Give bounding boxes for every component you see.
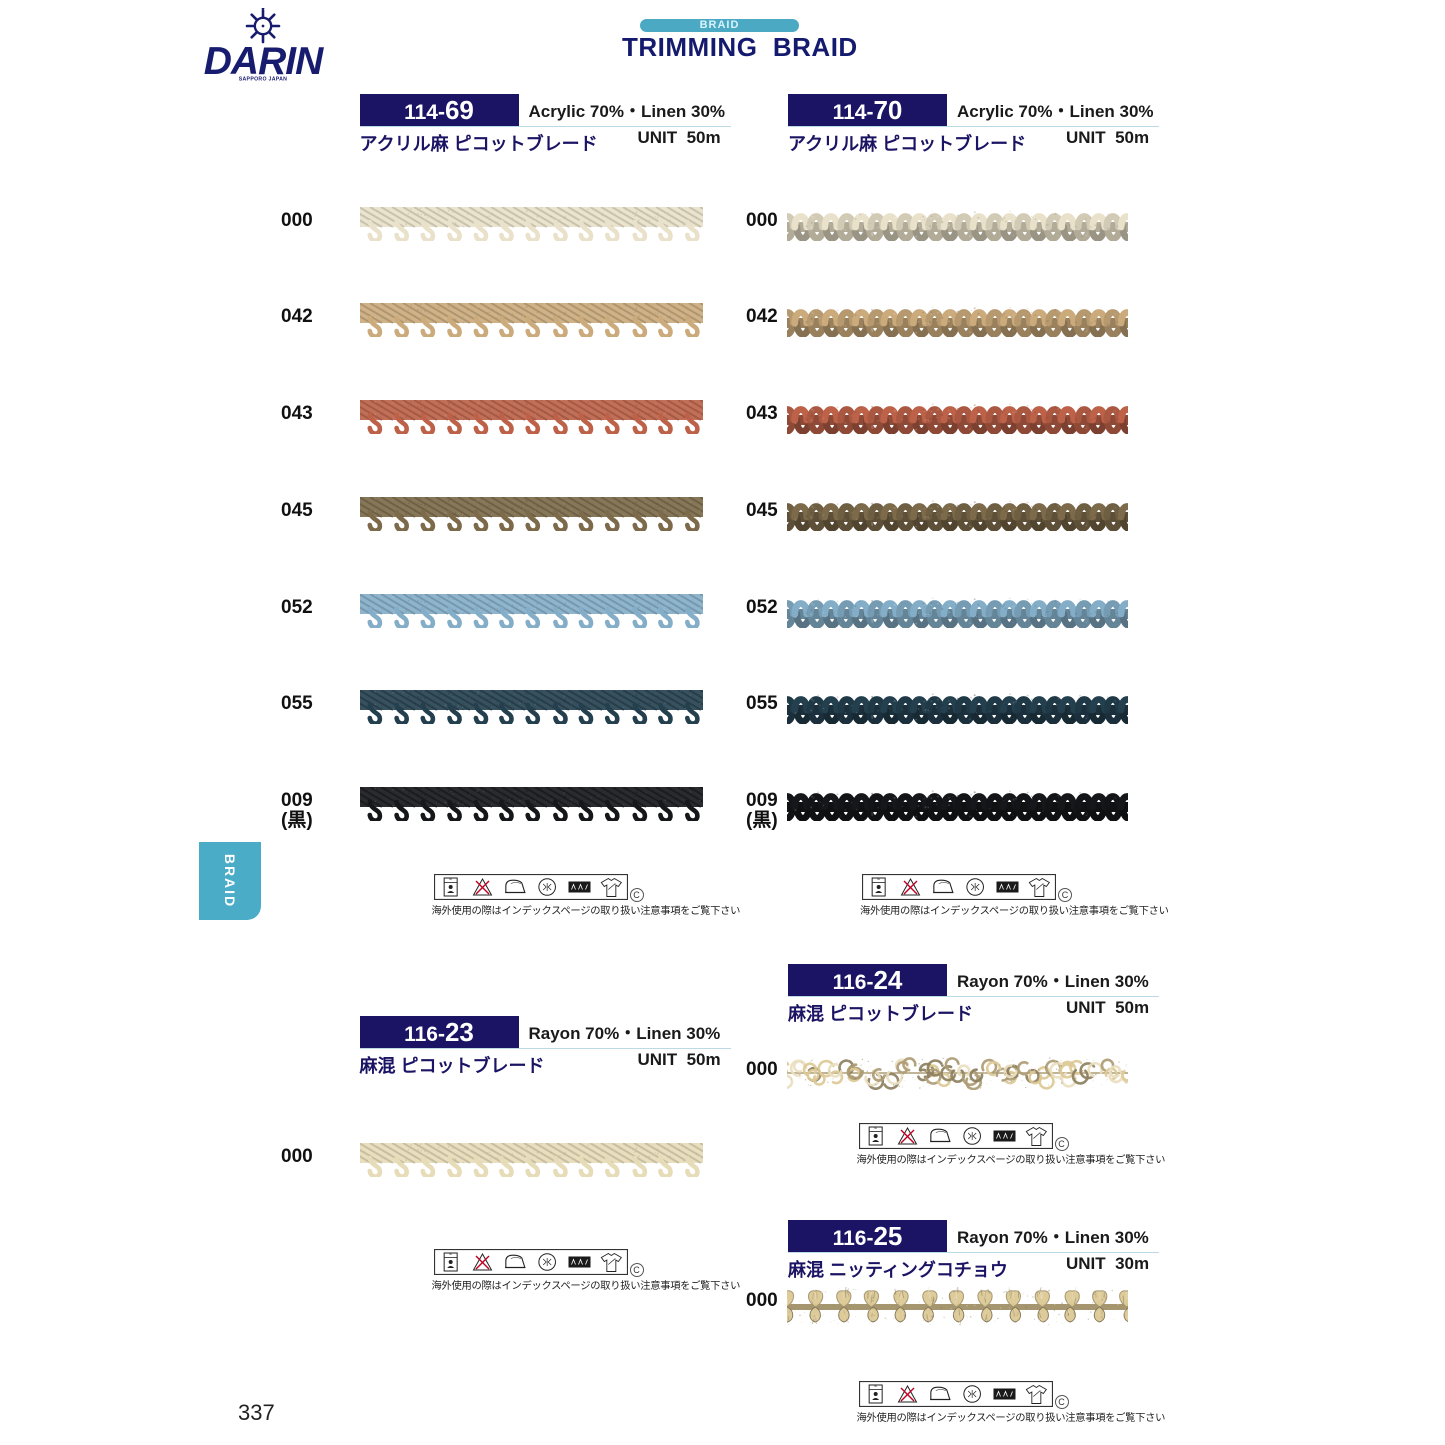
svg-text:SAPPORO JAPAN: SAPPORO JAPAN (239, 77, 287, 83)
